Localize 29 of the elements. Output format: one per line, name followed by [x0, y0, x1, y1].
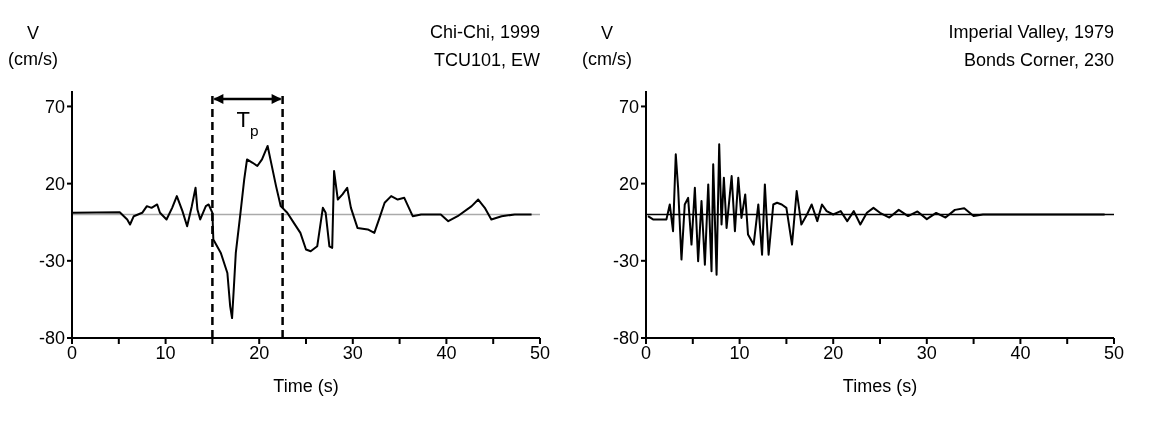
y-tick-label: -30 — [612, 251, 639, 272]
annotation: T$_{p}$ — [236, 107, 259, 139]
y-tick-label: 70 — [618, 96, 639, 117]
x-axis-title: Time (s) — [273, 376, 339, 396]
x-axis-title: Times (s) — [842, 376, 918, 396]
x-tick-label: 0 — [66, 342, 78, 363]
chart-subtitle: Bonds Corner, 230 — [962, 49, 1114, 72]
x-tick-label: 50 — [529, 342, 551, 363]
x-tick-label: 10 — [155, 342, 176, 363]
y-tick-label: -30 — [38, 251, 65, 272]
x-tick-label: 20 — [249, 342, 270, 363]
chart-subtitle: TCU101, EW — [432, 49, 540, 72]
x-tick-label: 30 — [342, 342, 363, 363]
x-tick-label: 30 — [916, 342, 937, 363]
y-tick-label: 20 — [618, 174, 639, 195]
y-tick-label: 20 — [44, 174, 65, 195]
y-tick-label: -80 — [38, 328, 65, 349]
x-tick-label: 40 — [436, 342, 457, 363]
y-tick-label: 70 — [44, 96, 65, 117]
x-tick-label: 10 — [729, 342, 750, 363]
y-tick-label: -80 — [612, 328, 639, 349]
x-tick-label: 50 — [1103, 342, 1125, 363]
chart-title: Chi-Chi, 1999 — [429, 21, 540, 44]
y-axis-title: V (cm/s) — [582, 22, 632, 71]
x-tick-label: 0 — [640, 342, 652, 363]
x-tick-label: 20 — [823, 342, 844, 363]
x-tick-label: 40 — [1010, 342, 1031, 363]
y-axis-title: V (cm/s) — [8, 22, 58, 71]
chart-title: Imperial Valley, 1979 — [948, 21, 1114, 44]
